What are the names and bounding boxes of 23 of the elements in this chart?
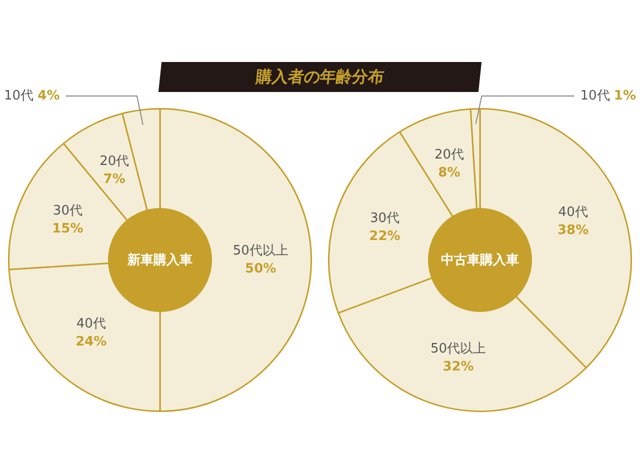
- slice-label: 40代: [76, 316, 106, 332]
- data-label: 4%: [38, 88, 60, 104]
- data-label: 15%: [52, 221, 84, 236]
- data-label: 32%: [442, 360, 474, 375]
- slice-label: 30代: [370, 211, 400, 226]
- data-label: 7%: [103, 172, 126, 187]
- text: 新車購入車: [127, 252, 192, 269]
- text: 中古車購入車: [440, 252, 519, 269]
- slice-label: 40代: [558, 205, 588, 220]
- data-label: 8%: [438, 166, 460, 181]
- data-label: 50%: [245, 261, 276, 276]
- slice-label: 30代: [52, 203, 82, 218]
- slice-label: 50代以上: [232, 243, 288, 258]
- chart-title: 購入者の年齢分布: [254, 66, 386, 88]
- data-label: 24%: [76, 334, 107, 350]
- slice-label: 10代: [580, 88, 614, 104]
- data-label: 38%: [558, 223, 589, 238]
- slice-label: 50代以上: [430, 342, 486, 357]
- slice-label: 20代: [434, 148, 464, 163]
- data-label: 1%: [614, 88, 636, 104]
- slice-label: 10代: [4, 88, 38, 104]
- data-label: 22%: [369, 229, 400, 244]
- slice-label: 20代: [100, 154, 130, 169]
